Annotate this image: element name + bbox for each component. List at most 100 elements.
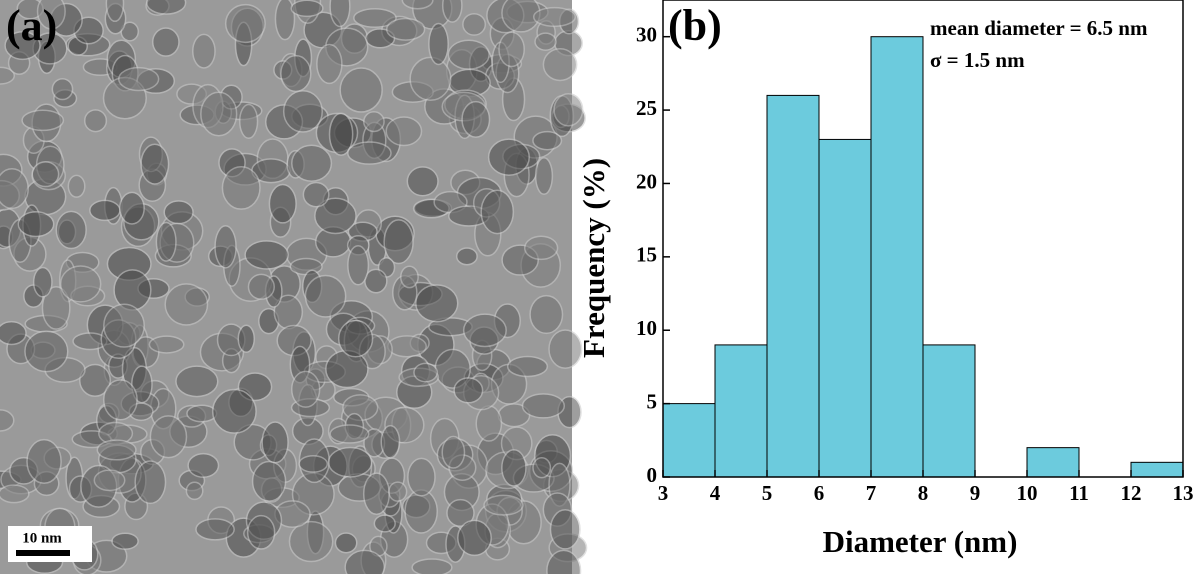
- particle: [446, 498, 475, 528]
- particle: [261, 421, 289, 464]
- particle: [441, 435, 466, 469]
- particle: [346, 141, 392, 165]
- particle: [195, 518, 235, 541]
- particle: [96, 439, 137, 461]
- particle: [521, 393, 566, 419]
- x-tick-label: 8: [918, 481, 929, 505]
- particle: [406, 166, 439, 197]
- particle: [480, 189, 515, 235]
- particle: [532, 130, 563, 151]
- particle: [117, 66, 160, 92]
- particle: [0, 66, 16, 85]
- particle: [456, 519, 492, 557]
- particle: [347, 245, 370, 286]
- particle: [534, 32, 557, 51]
- particle: [455, 247, 478, 266]
- bar: [1130, 461, 1184, 478]
- particle: [288, 520, 334, 563]
- particle: [103, 303, 146, 348]
- particle: [282, 89, 324, 133]
- particle: [268, 183, 297, 224]
- particle: [532, 6, 577, 28]
- particle: [4, 30, 41, 61]
- particle: [185, 481, 204, 501]
- particle: [523, 235, 559, 261]
- bar: [922, 344, 976, 478]
- x-tick-label: 13: [1173, 481, 1194, 505]
- particle: [149, 415, 188, 459]
- particle: [401, 0, 434, 10]
- particle: [0, 320, 27, 346]
- y-tick-label: 10: [636, 316, 657, 340]
- particle: [409, 56, 452, 102]
- particle: [244, 240, 290, 270]
- y-tick-label: 15: [636, 243, 657, 267]
- particle: [462, 12, 487, 36]
- y-tick-label: 30: [636, 23, 657, 47]
- particle: [316, 43, 343, 85]
- particle: [344, 549, 386, 574]
- particle: [549, 509, 581, 550]
- x-tick-label: 12: [1121, 481, 1142, 505]
- particle: [51, 77, 74, 101]
- particle: [388, 481, 408, 502]
- particle: [0, 409, 15, 432]
- particle: [363, 111, 385, 133]
- particle: [59, 265, 102, 303]
- y-tick-label: 20: [636, 169, 657, 193]
- x-tick-label: 9: [970, 481, 981, 505]
- particle: [337, 319, 374, 358]
- particle: [304, 274, 347, 318]
- particle: [31, 160, 60, 188]
- particle: [475, 405, 503, 442]
- bar: [766, 94, 820, 478]
- particle: [447, 39, 490, 70]
- particle: [428, 22, 449, 66]
- y-tick-label: 5: [647, 389, 658, 413]
- bar: [870, 36, 924, 478]
- tem-image: [0, 0, 588, 574]
- particle: [498, 31, 525, 68]
- particle: [55, 210, 87, 250]
- particle: [529, 294, 564, 335]
- particle: [24, 330, 69, 373]
- particle: [314, 197, 357, 235]
- particle: [298, 454, 329, 473]
- particle: [462, 313, 507, 348]
- particle: [415, 284, 459, 323]
- particle: [546, 549, 582, 574]
- particle: [329, 0, 351, 28]
- particle: [164, 283, 209, 326]
- particle: [411, 558, 453, 574]
- particle: [21, 109, 65, 132]
- particle: [118, 191, 145, 225]
- particle: [383, 219, 414, 265]
- particle: [145, 0, 187, 15]
- particle: [339, 67, 383, 113]
- particle: [163, 200, 194, 225]
- y-axis-title: Frequency (%): [576, 158, 611, 358]
- particle: [151, 27, 180, 57]
- particle: [247, 273, 275, 300]
- particle: [387, 335, 427, 358]
- particle: [78, 363, 112, 397]
- particle: [246, 514, 276, 550]
- particle: [328, 112, 354, 156]
- x-tick-label: 4: [710, 481, 721, 505]
- particle: [302, 181, 330, 208]
- panel-label: (a): [6, 1, 57, 50]
- particle: [251, 460, 287, 502]
- particle: [501, 448, 527, 487]
- particle: [548, 329, 583, 369]
- particle: [148, 335, 185, 354]
- y-tick-label: 0: [647, 463, 658, 487]
- particle: [385, 116, 423, 147]
- particle: [334, 532, 358, 554]
- particle: [453, 377, 484, 404]
- panel-label: (b): [668, 1, 722, 50]
- particle: [211, 388, 257, 434]
- particle: [329, 424, 370, 444]
- particle: [89, 199, 121, 222]
- x-axis-title: Diameter (nm): [823, 524, 1018, 559]
